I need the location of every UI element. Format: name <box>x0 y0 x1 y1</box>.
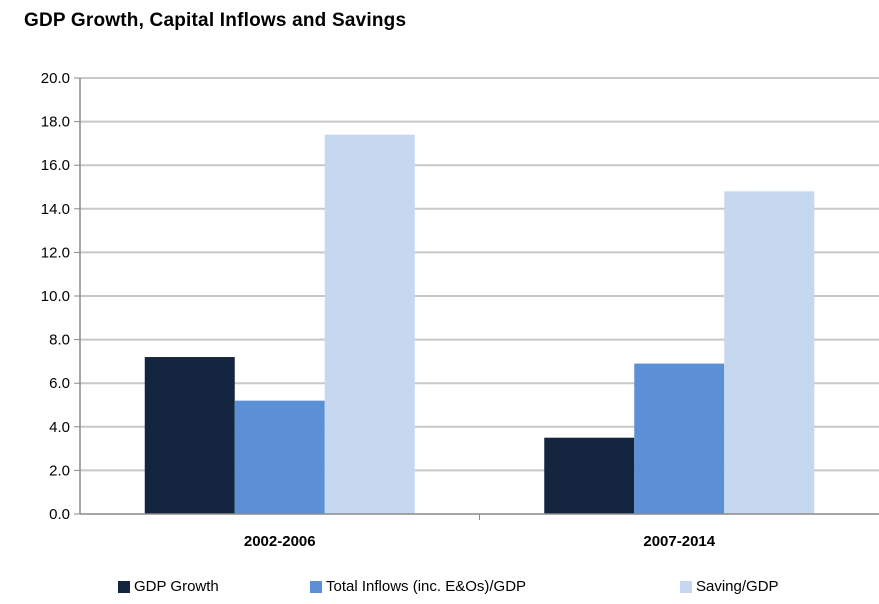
chart-title: GDP Growth, Capital Inflows and Savings <box>24 10 407 31</box>
legend-label: GDP Growth <box>134 578 219 595</box>
y-tick-label: 14.0 <box>41 201 70 218</box>
bar-2-1 <box>234 400 325 514</box>
y-tick-label: 4.0 <box>49 419 70 436</box>
y-tick-label: 12.0 <box>41 244 70 261</box>
y-tick-label: 0.0 <box>49 506 70 523</box>
bar-3-2 <box>724 191 815 515</box>
legend-item-2: Total Inflows (inc. E&Os)/GDP <box>310 578 526 595</box>
legend-item-3: Saving/GDP <box>680 578 779 595</box>
x-category-label: 2002-2006 <box>244 533 316 550</box>
legend-item-1: GDP Growth <box>118 578 219 595</box>
y-tick-label: 18.0 <box>41 114 70 131</box>
y-tick-label: 20.0 <box>41 70 70 87</box>
y-tick-label: 16.0 <box>41 157 70 174</box>
legend-swatch <box>680 580 692 593</box>
category-labels: 2002-2006 2007-2014 <box>244 533 716 550</box>
y-tick-label: 6.0 <box>49 375 70 392</box>
y-tick-label: 8.0 <box>49 332 70 349</box>
x-category-label: 2007-2014 <box>643 533 715 550</box>
y-tick-labels: 0.0 2.0 4.0 6.0 8.0 10.0 12.0 14.0 16.0 18.0 20.0 <box>41 70 70 523</box>
y-tick-label: 2.0 <box>49 462 70 479</box>
legend-swatch <box>310 580 322 593</box>
bar-2-2 <box>634 363 725 514</box>
axes <box>74 77 879 520</box>
bars <box>144 134 815 515</box>
bar-1-1 <box>144 357 235 514</box>
legend-label: Total Inflows (inc. E&Os)/GDP <box>326 578 527 595</box>
y-tick-label: 10.0 <box>41 288 70 305</box>
legend-swatch <box>118 580 130 593</box>
bar-1-2 <box>544 437 635 514</box>
bar-3-1 <box>324 134 415 514</box>
legend-label: Saving/GDP <box>696 578 779 595</box>
legend: GDP Growth Total Inflows (inc. E&Os)/GDP S… <box>0 578 879 602</box>
